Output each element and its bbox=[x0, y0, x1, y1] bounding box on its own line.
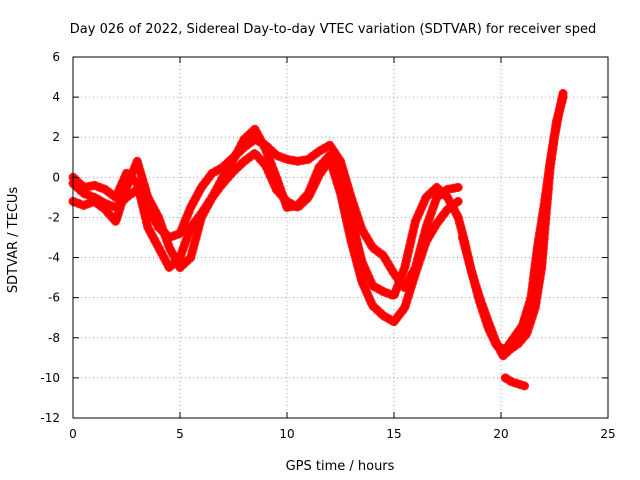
series-trace-f bbox=[501, 374, 528, 390]
y-tick-label: 2 bbox=[52, 130, 60, 144]
x-tick-label: 10 bbox=[279, 427, 294, 441]
x-tick-label: 25 bbox=[600, 427, 615, 441]
series-line bbox=[73, 153, 458, 321]
series-group bbox=[69, 89, 567, 390]
vtec-chart: Day 026 of 2022, Sidereal Day-to-day VTE… bbox=[0, 0, 640, 480]
y-tick-label: 6 bbox=[52, 50, 60, 64]
chart-title: Day 026 of 2022, Sidereal Day-to-day VTE… bbox=[70, 22, 596, 37]
y-axis-label: SDTVAR / TECUs bbox=[6, 187, 21, 294]
x-tick-label: 20 bbox=[493, 427, 508, 441]
y-tick-label: 4 bbox=[52, 90, 60, 104]
x-tick-label: 15 bbox=[386, 427, 401, 441]
y-tick-label: -8 bbox=[48, 331, 60, 345]
y-tick-label: -4 bbox=[48, 251, 60, 265]
series-trace-b bbox=[69, 125, 462, 299]
series-line bbox=[458, 93, 563, 356]
x-tick-label: 5 bbox=[176, 427, 184, 441]
y-tick-label: 0 bbox=[52, 170, 60, 184]
y-tick-label: -10 bbox=[40, 371, 60, 385]
series-trace-d bbox=[454, 89, 567, 360]
x-axis-label: GPS time / hours bbox=[286, 459, 395, 474]
series-trace-e bbox=[458, 93, 567, 354]
series-trace-c bbox=[69, 149, 462, 325]
y-tick-label: -6 bbox=[48, 291, 60, 305]
x-tick-label: 0 bbox=[69, 427, 77, 441]
y-tick-label: -12 bbox=[40, 411, 60, 425]
y-tick-label: -2 bbox=[48, 210, 60, 224]
series-line bbox=[73, 129, 458, 296]
